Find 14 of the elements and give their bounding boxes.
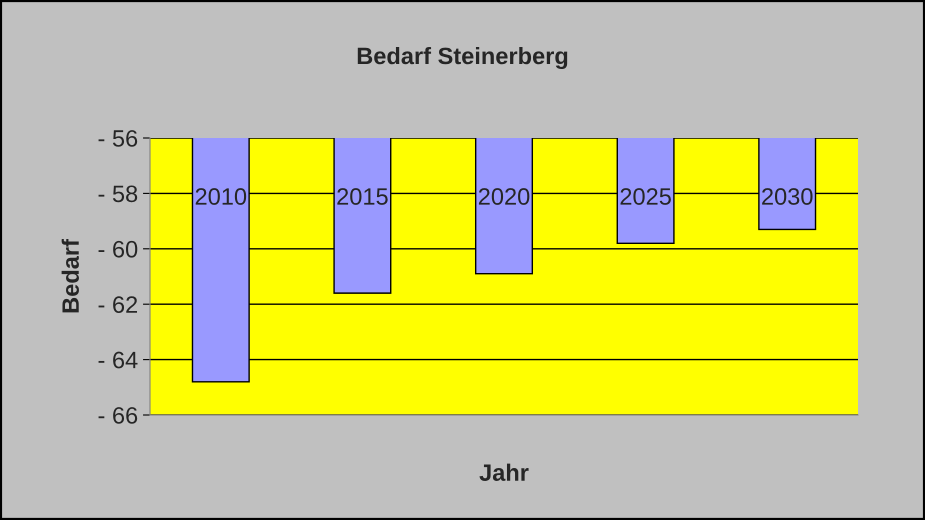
x-axis-title: Jahr: [479, 464, 529, 481]
x-tick-label: 2010: [196, 188, 246, 205]
x-tick-label: 2025: [620, 188, 671, 205]
x-tick-label: 2020: [478, 188, 530, 205]
y-tick-label: - 62: [98, 296, 138, 313]
chart-title: Bedarf Steinerberg: [358, 46, 568, 70]
y-axis-title: Bedarf: [62, 239, 79, 312]
y-tick-label: - 58: [98, 185, 138, 202]
y-tick-label: - 56: [98, 130, 138, 147]
y-tick-label: - 60: [98, 240, 138, 258]
x-tick-label: 2015: [337, 188, 388, 205]
y-tick-label: - 66: [98, 407, 138, 424]
x-tick-label: 2030: [762, 188, 813, 205]
y-tick-label: - 64: [98, 352, 138, 368]
